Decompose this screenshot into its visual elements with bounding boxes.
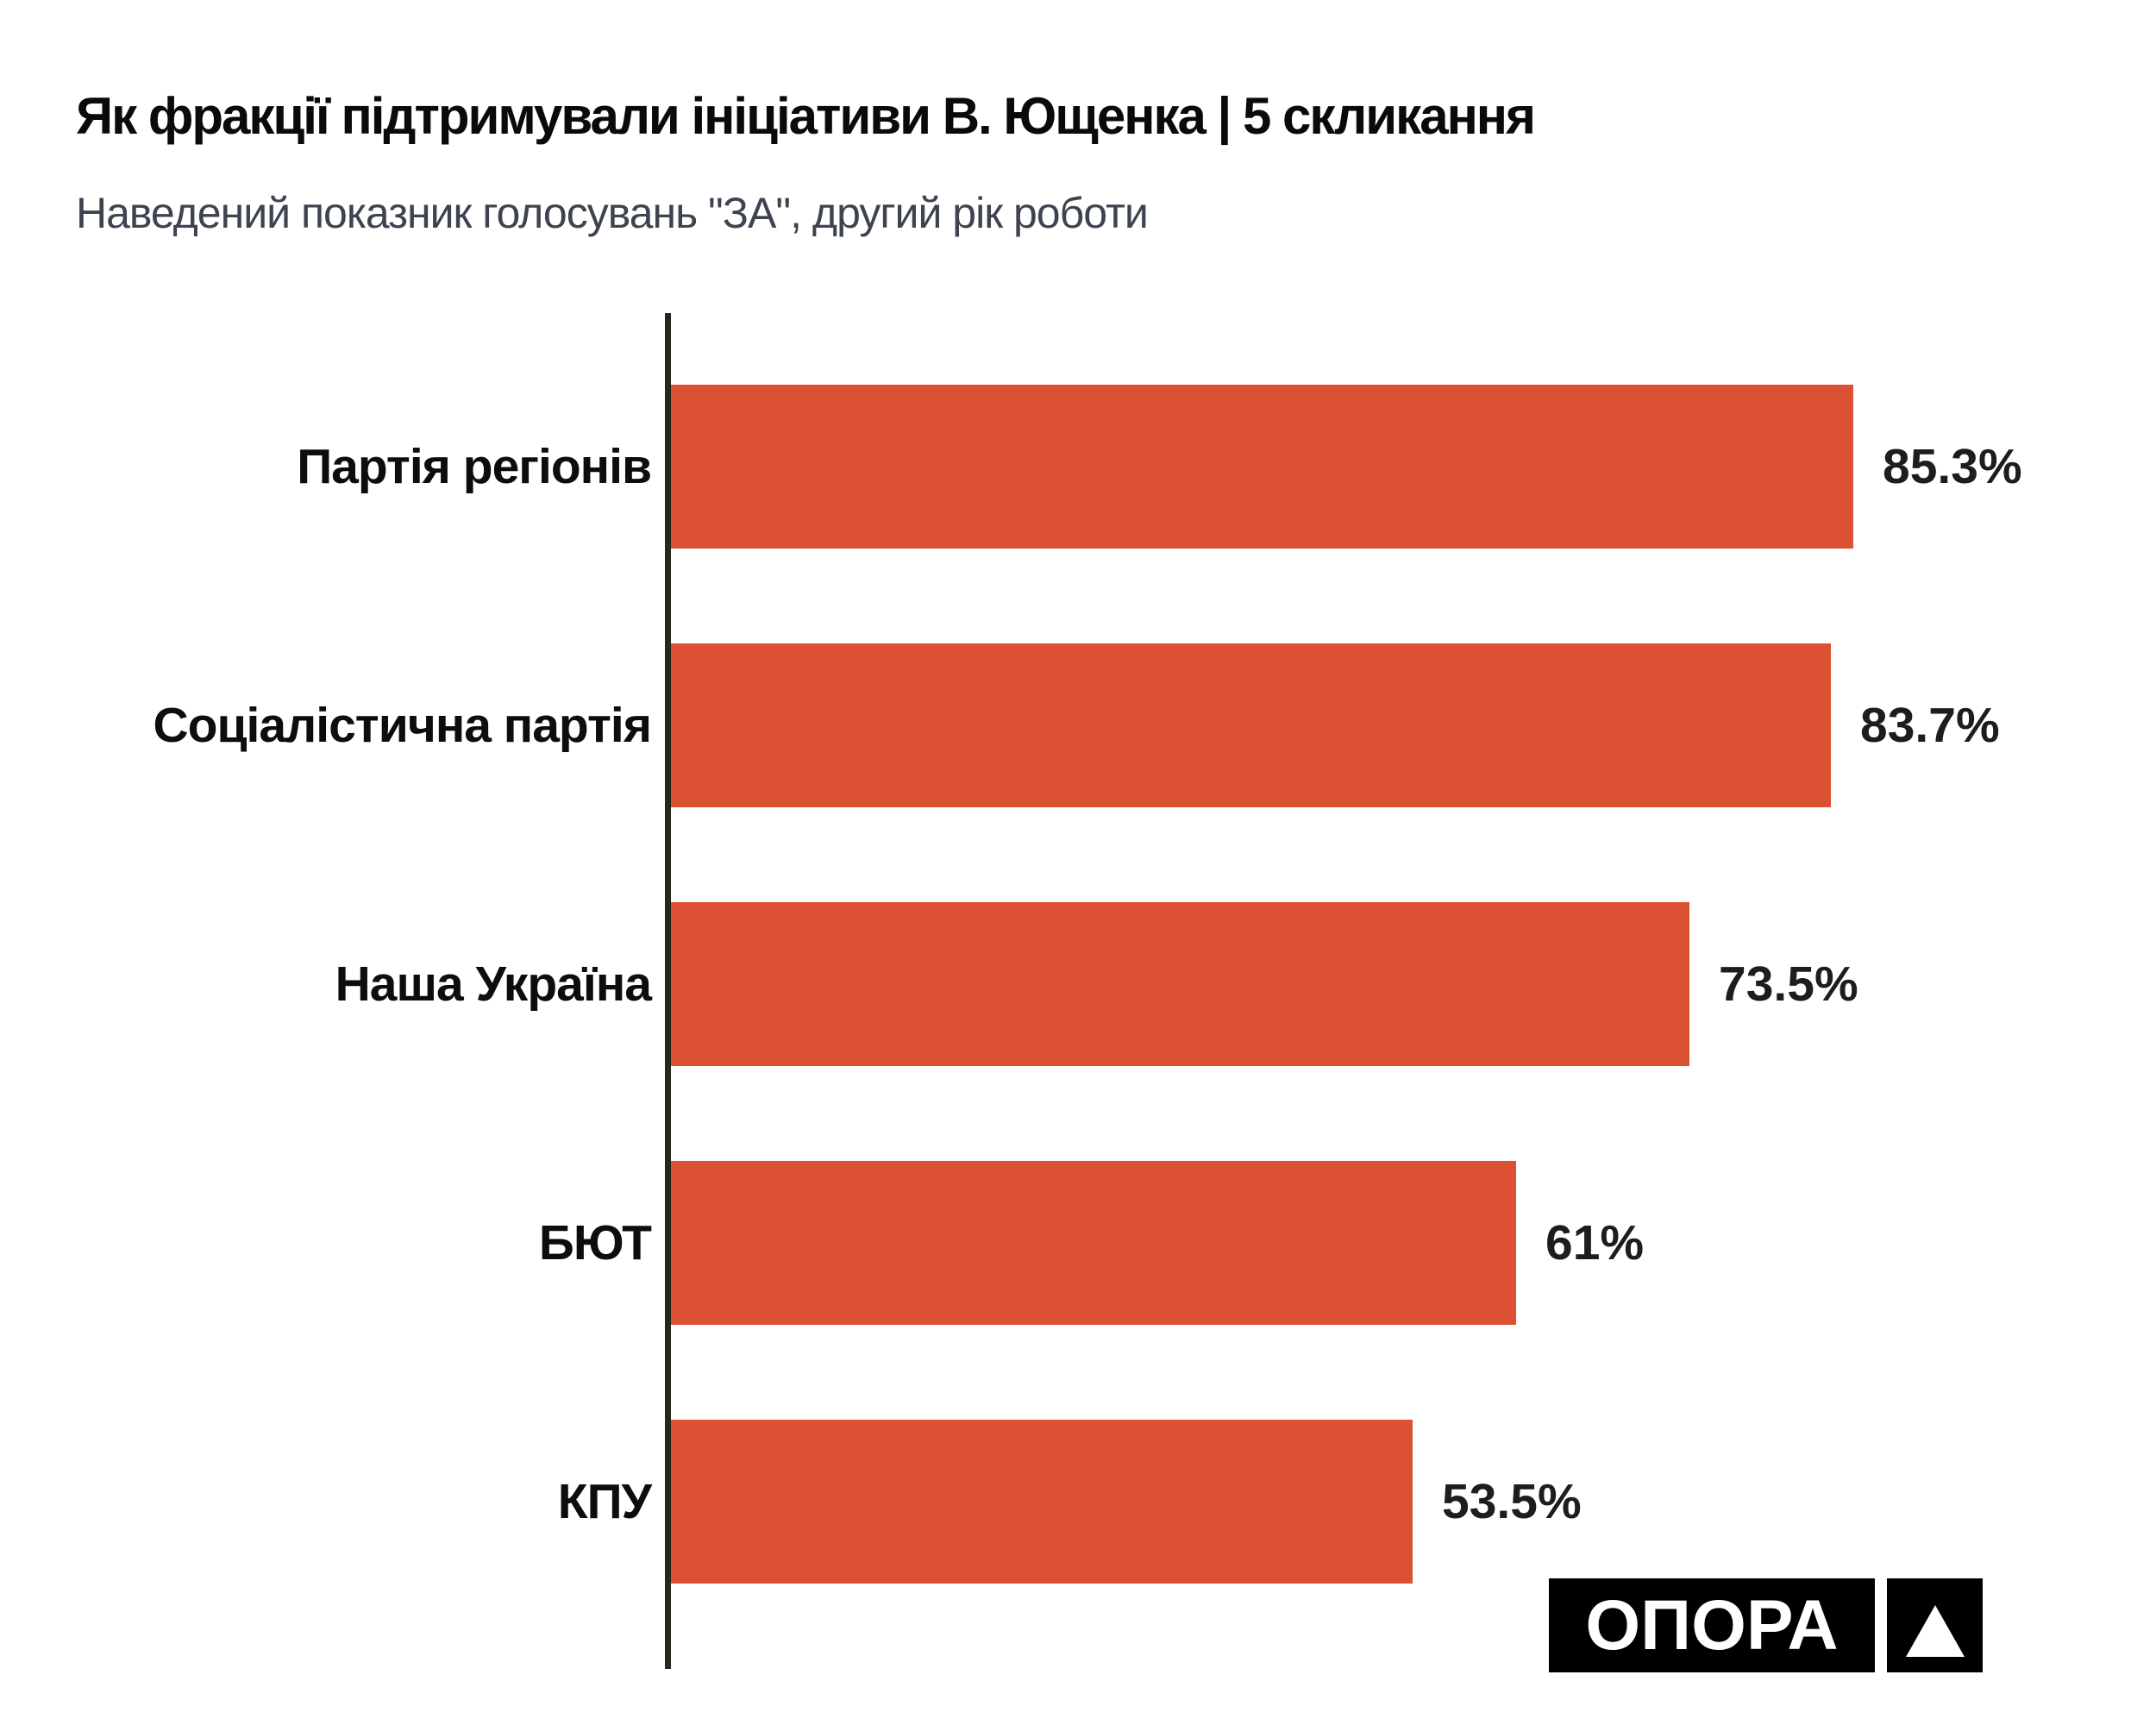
category-label: Наша Україна <box>335 957 652 1012</box>
opora-logo: ОПОРА <box>1549 1578 1983 1672</box>
category-label: Партія регіонів <box>297 439 652 494</box>
bar-row: КПУ 53.5% <box>0 1420 2156 1584</box>
y-axis-line <box>665 313 671 1669</box>
bar <box>671 643 1831 807</box>
triangle-up-icon <box>1905 1605 1965 1657</box>
bar-row: Партія регіонів 85.3% <box>0 385 2156 549</box>
category-label: КПУ <box>557 1474 652 1529</box>
bar-row: Соціалістична партія 83.7% <box>0 643 2156 807</box>
category-label: БЮТ <box>538 1215 652 1270</box>
opora-wordmark-box: ОПОРА <box>1549 1578 1875 1672</box>
chart-title: Як фракції підтримували ініціативи В. Ющ… <box>76 87 1536 145</box>
bar-rows: Партія регіонів 85.3% Соціалістична парт… <box>0 385 2156 1678</box>
bar-row: БЮТ 61% <box>0 1161 2156 1325</box>
bar-row: Наша Україна 73.5% <box>0 902 2156 1066</box>
chart-subtitle: Наведений показник голосувань "ЗА", друг… <box>76 189 1149 237</box>
value-label: 83.7% <box>1860 698 2000 753</box>
opora-triangle-box <box>1887 1578 1983 1672</box>
value-label: 53.5% <box>1442 1474 1582 1529</box>
bar <box>671 1161 1516 1325</box>
bar <box>671 1420 1413 1584</box>
value-label: 85.3% <box>1883 439 2022 494</box>
bar <box>671 385 1853 549</box>
opora-wordmark: ОПОРА <box>1585 1585 1839 1665</box>
value-label: 61% <box>1545 1215 1645 1270</box>
value-label: 73.5% <box>1719 957 1858 1012</box>
category-label: Соціалістична партія <box>153 698 652 753</box>
bar <box>671 902 1689 1066</box>
